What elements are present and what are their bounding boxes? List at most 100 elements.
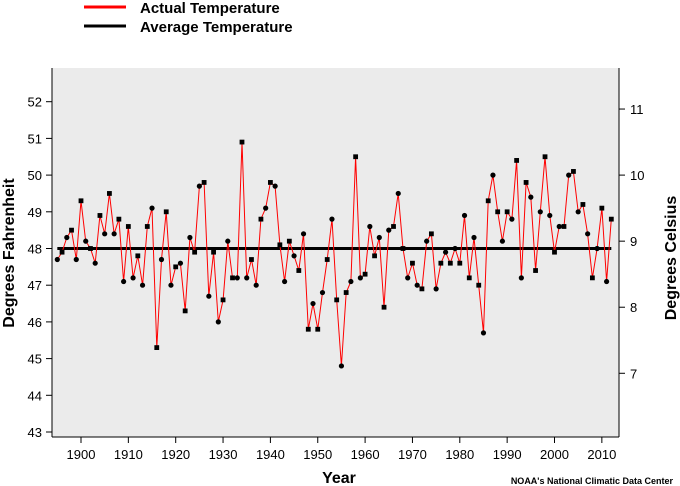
y-tick-label-47: 47 xyxy=(28,278,42,293)
data-point-1902 xyxy=(88,246,93,251)
data-point-1950 xyxy=(315,326,321,332)
data-point-1971 xyxy=(414,282,420,288)
legend-label-actual: Actual Temperature xyxy=(140,0,280,17)
data-point-1935 xyxy=(244,275,250,281)
data-point-1970 xyxy=(410,260,415,266)
data-point-1945 xyxy=(291,253,297,259)
data-point-1919 xyxy=(168,282,174,288)
y-right-tick-label-9: 9 xyxy=(630,234,637,249)
data-point-1947 xyxy=(300,231,307,237)
y-axis-title-right: Degrees Celsius xyxy=(663,196,680,321)
axis-ticks: 1900 1910 1920 1930 1940 1950 1960 1970 1980 1990… xyxy=(28,95,645,462)
y-tick-label-48: 48 xyxy=(28,242,42,257)
data-point-1940 xyxy=(268,180,273,185)
data-point-1965 xyxy=(386,227,392,233)
legend: Actual Temperature Average Temperature xyxy=(84,0,293,36)
data-point-1957 xyxy=(348,278,354,285)
data-point-1895 xyxy=(54,256,60,263)
data-point-1925 xyxy=(196,183,202,189)
data-point-1918 xyxy=(163,209,169,215)
data-point-1968 xyxy=(400,246,406,251)
y-right-tick-label-10: 10 xyxy=(630,168,644,183)
data-point-1967 xyxy=(395,190,401,197)
y-tick-label-45: 45 xyxy=(28,352,42,367)
data-point-2000 xyxy=(552,249,557,255)
data-point-1996 xyxy=(533,268,538,273)
data-point-1943 xyxy=(282,278,288,285)
data-point-1979 xyxy=(452,245,458,252)
data-point-1959 xyxy=(357,275,363,281)
data-point-1955 xyxy=(338,363,345,369)
y-tick-label-46: 46 xyxy=(28,315,42,330)
data-point-1923 xyxy=(187,234,193,241)
data-point-1964 xyxy=(381,304,387,310)
data-point-1997 xyxy=(537,209,543,215)
x-tick-label-1920: 1920 xyxy=(161,447,190,462)
data-point-1951 xyxy=(319,289,326,296)
data-point-1991 xyxy=(509,216,515,222)
data-point-1910 xyxy=(125,224,131,229)
data-point-1976 xyxy=(438,260,444,266)
data-point-1988 xyxy=(495,209,501,215)
data-point-1977 xyxy=(442,249,449,255)
data-point-1985 xyxy=(480,330,487,336)
data-point-2004 xyxy=(571,169,576,174)
data-point-1944 xyxy=(286,238,292,244)
data-point-1931 xyxy=(225,238,231,244)
x-tick-label-1930: 1930 xyxy=(209,447,238,462)
y-tick-label-49: 49 xyxy=(28,205,42,220)
data-point-1952 xyxy=(324,257,330,262)
data-point-2012 xyxy=(608,216,614,222)
data-point-1972 xyxy=(419,286,425,292)
x-tick-label-1990: 1990 xyxy=(493,447,522,462)
data-point-1917 xyxy=(158,256,165,263)
plot-marks xyxy=(54,139,614,369)
data-point-1906 xyxy=(107,191,112,196)
y-axis-title-left: Degrees Fahrenheit xyxy=(1,178,18,328)
data-point-1975 xyxy=(433,286,439,292)
data-point-1981 xyxy=(461,212,468,219)
data-point-1938 xyxy=(258,216,264,222)
data-point-1982 xyxy=(466,275,472,281)
x-tick-label-1900: 1900 xyxy=(67,447,96,462)
data-point-1924 xyxy=(192,249,198,255)
data-point-1993 xyxy=(518,275,524,281)
data-point-1973 xyxy=(424,238,430,244)
data-point-2007 xyxy=(585,231,591,237)
data-point-1899 xyxy=(73,256,79,263)
data-point-2005 xyxy=(575,209,581,215)
data-point-1998 xyxy=(542,154,548,160)
data-point-1913 xyxy=(139,282,146,288)
y-tick-label-43: 43 xyxy=(28,425,42,440)
actual-temperature-line xyxy=(56,142,612,366)
data-point-1909 xyxy=(121,278,127,285)
data-point-1978 xyxy=(447,260,453,266)
data-point-1948 xyxy=(305,326,311,332)
y-right-tick-label-11: 11 xyxy=(630,102,644,117)
data-point-1903 xyxy=(92,260,98,266)
data-point-1992 xyxy=(514,158,520,163)
data-point-1926 xyxy=(201,180,207,185)
data-point-1942 xyxy=(277,242,283,248)
y-right-tick-label-7: 7 xyxy=(630,366,637,381)
x-tick-label-1950: 1950 xyxy=(303,447,332,462)
data-point-1989 xyxy=(499,238,506,244)
x-tick-label-1940: 1940 xyxy=(256,447,285,462)
data-point-1963 xyxy=(376,234,382,241)
data-point-1904 xyxy=(97,213,103,218)
legend-label-average: Average Temperature xyxy=(140,19,293,36)
data-point-1962 xyxy=(372,253,377,259)
data-point-1921 xyxy=(177,260,184,266)
data-point-1901 xyxy=(83,238,89,244)
data-point-1983 xyxy=(471,234,477,241)
data-point-1995 xyxy=(528,194,534,200)
x-tick-label-2000: 2000 xyxy=(540,447,569,462)
data-point-1969 xyxy=(405,275,411,281)
x-tick-label-1980: 1980 xyxy=(445,447,474,462)
x-tick-label-1960: 1960 xyxy=(351,447,380,462)
data-point-1930 xyxy=(220,297,226,303)
y-tick-label-52: 52 xyxy=(28,95,42,110)
data-point-2002 xyxy=(561,224,567,229)
data-point-1905 xyxy=(102,231,108,237)
